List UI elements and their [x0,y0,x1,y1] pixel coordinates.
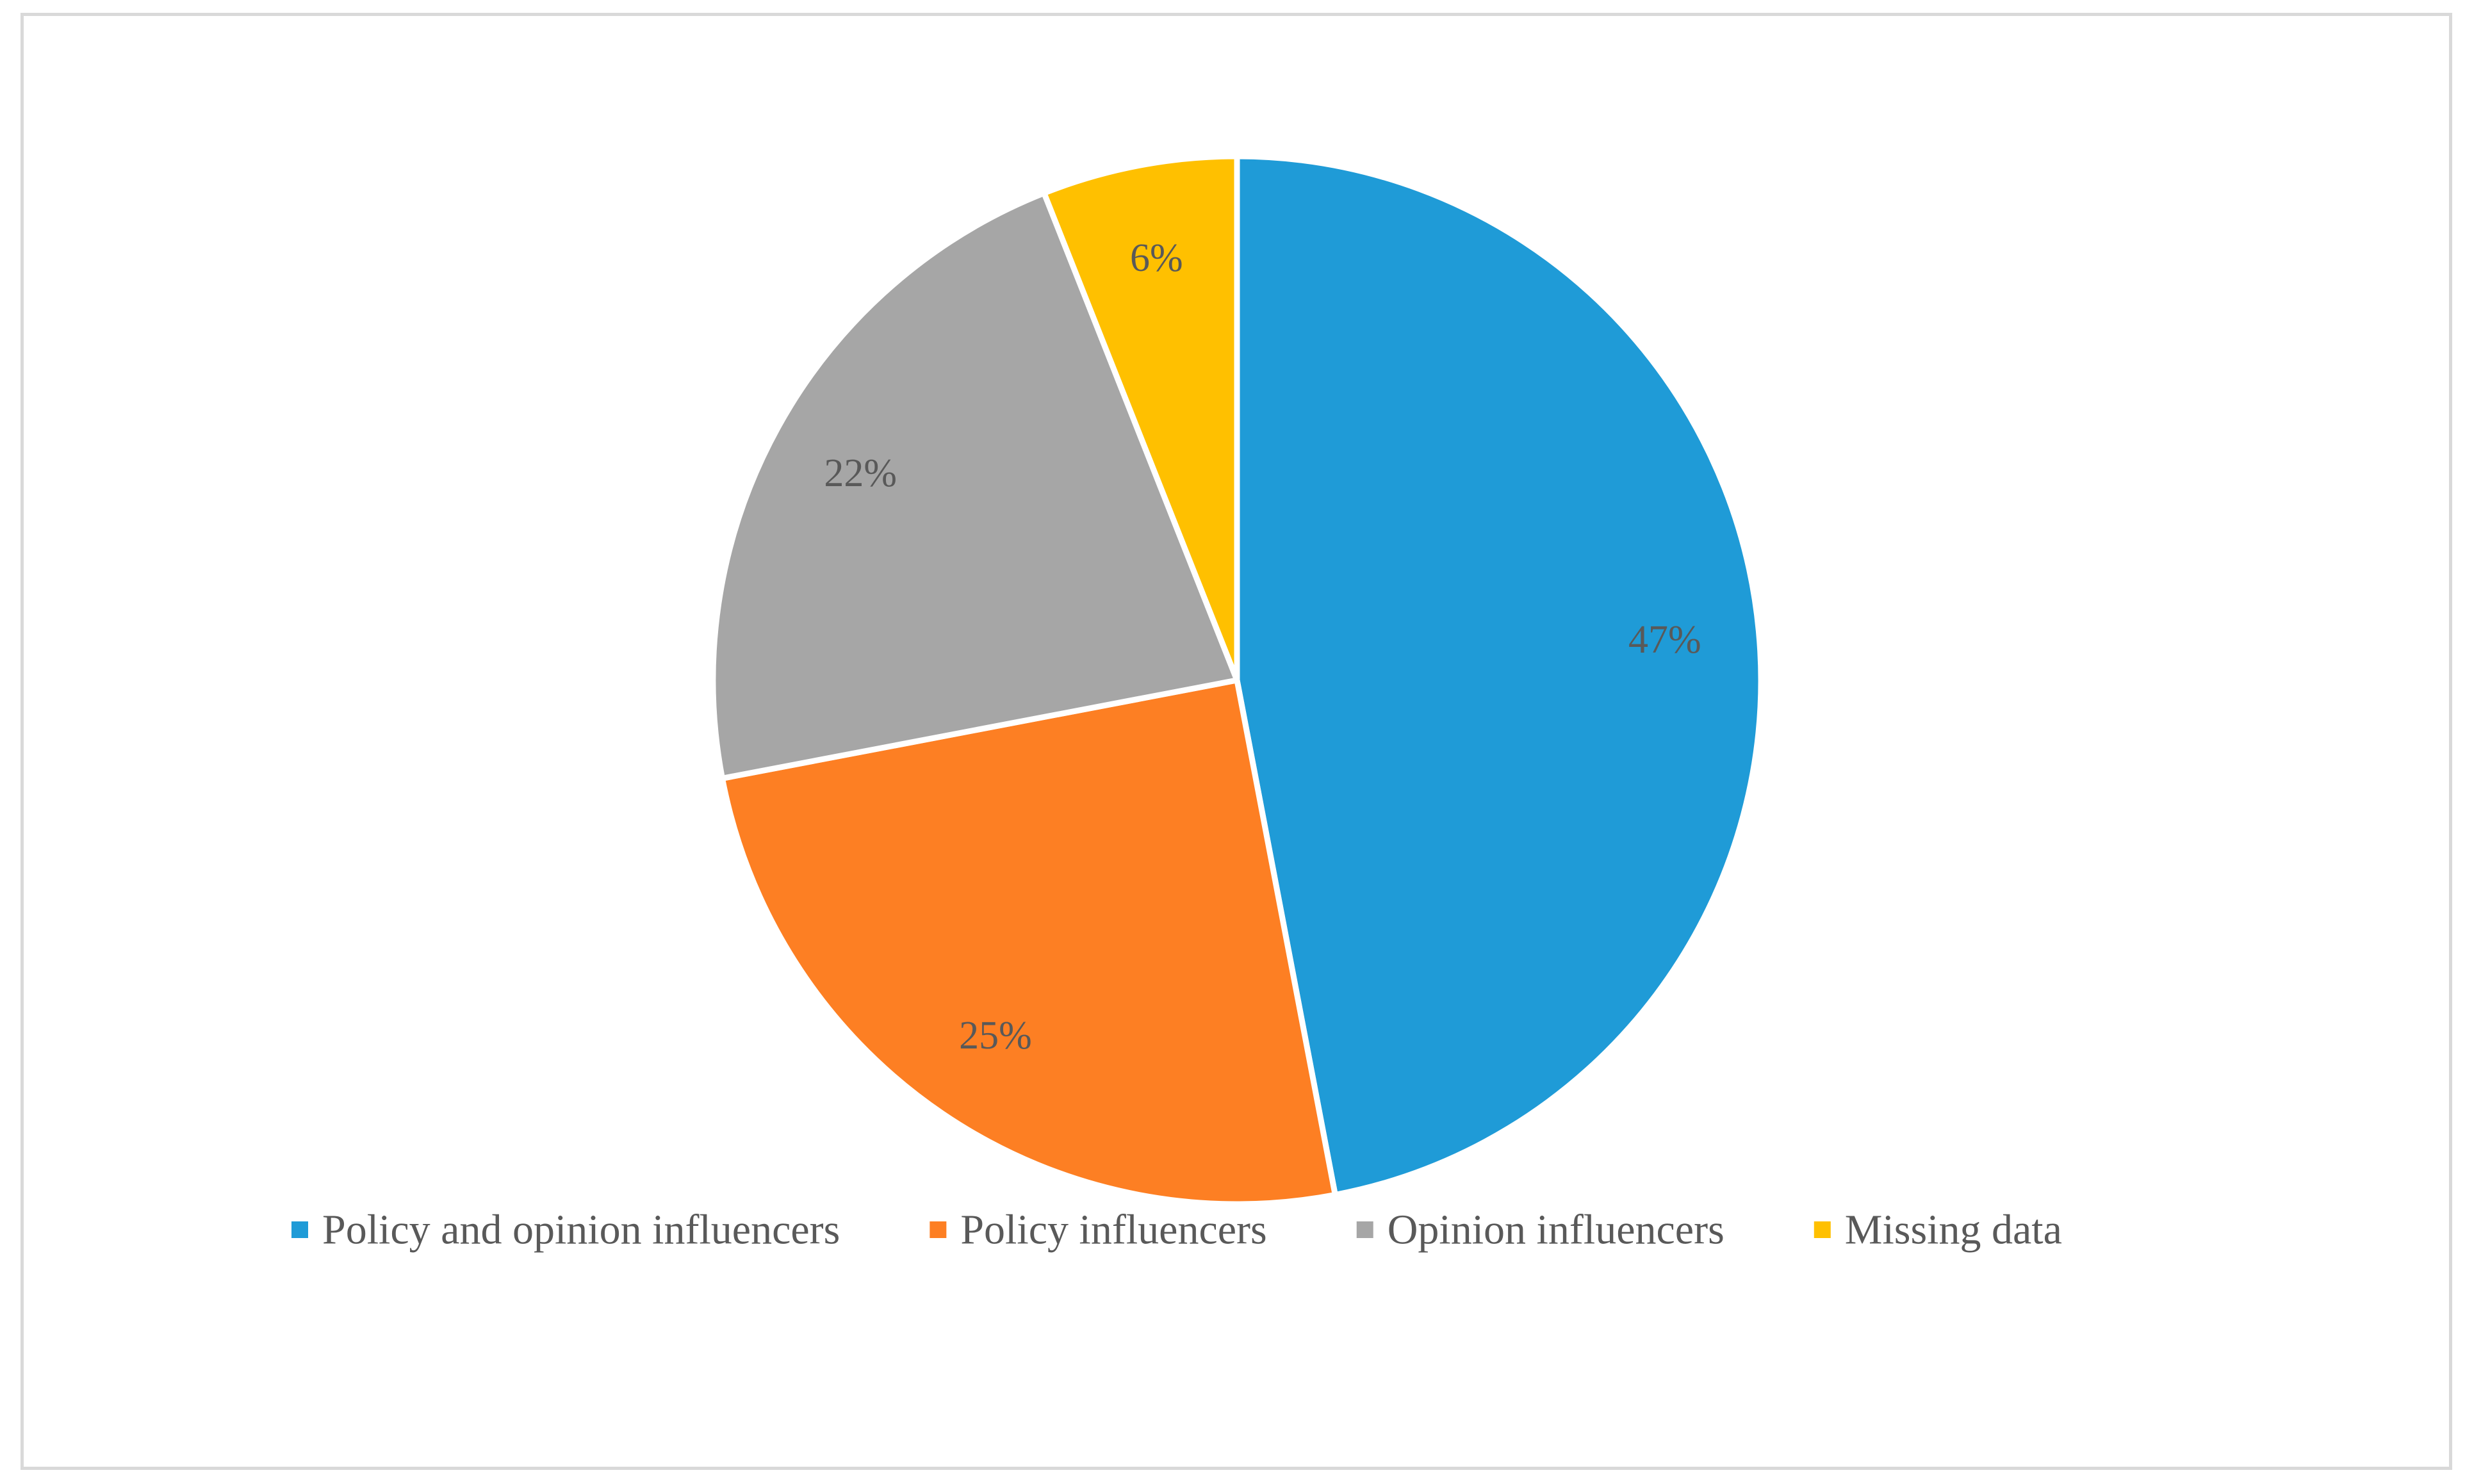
data-label-policy-and-opinion-influencers: 47% [1628,618,1701,662]
legend-label-opinion-influencers: Opinion influencers [1388,1207,1724,1253]
pie-slice-missing-data [1041,153,1240,683]
legend-label-missing-data: Missing data [1845,1207,2062,1253]
legend-label-policy-influencers: Policy influencers [960,1207,1266,1253]
legend-label-policy-and-opinion-influencers: Policy and opinion influencers [322,1207,840,1253]
slice-labels: 47% 25% 22% 6% [824,236,1701,1057]
legend-item-policy-influencers: Policy influencers [930,1207,1267,1253]
legend: Policy and opinion influencers Policy inf… [291,1207,2062,1253]
legend-swatch-policy-influencers [930,1221,947,1238]
pie-slice-policy-and-opinion-influencers [1234,153,1764,1198]
data-label-policy-influencers: 25% [959,1014,1032,1057]
legend-item-missing-data: Missing data [1814,1207,2062,1253]
pie-slices [710,153,1764,1207]
pie-slice-opinion-influencers [710,190,1240,781]
legend-swatch-missing-data [1814,1221,1831,1238]
data-label-missing-data: 6% [1130,236,1183,280]
pie-slice-policy-influencers [719,677,1338,1207]
legend-swatch-policy-and-opinion-influencers [291,1221,308,1238]
data-label-opinion-influencers: 22% [824,452,897,495]
legend-item-policy-and-opinion-influencers: Policy and opinion influencers [291,1207,840,1253]
legend-swatch-opinion-influencers [1356,1221,1373,1238]
legend-item-opinion-influencers: Opinion influencers [1356,1207,1724,1253]
